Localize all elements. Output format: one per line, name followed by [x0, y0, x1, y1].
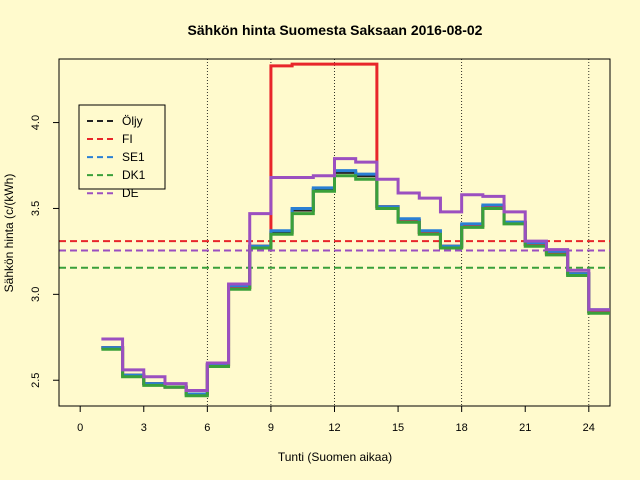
legend-label: FI: [122, 132, 133, 146]
y-tick-label: 4.0: [30, 115, 42, 130]
series-line: [101, 169, 610, 396]
legend-label: DE: [122, 186, 139, 200]
legend-label: Öljy: [122, 114, 143, 128]
y-tick-label: 2.5: [30, 373, 42, 388]
x-tick-label: 12: [328, 422, 340, 434]
x-tick-label: 9: [268, 422, 274, 434]
x-tick-label: 6: [204, 422, 210, 434]
x-tick-label: 21: [519, 422, 531, 434]
x-tick-label: 3: [141, 422, 147, 434]
y-axis-label: Sähkön hinta (c/(kWh): [2, 174, 16, 293]
legend-label: DK1: [122, 168, 146, 182]
series-line: [101, 170, 610, 396]
x-tick-label: 24: [583, 422, 595, 434]
series-line: [101, 174, 610, 398]
legend: Öljy FI SE1 DK1 DE: [78, 104, 166, 200]
x-axis-label: Tunti (Suomen aikaa): [278, 450, 392, 464]
x-tick-label: 18: [456, 422, 468, 434]
legend-label: SE1: [122, 150, 145, 164]
series-line: [101, 157, 610, 393]
y-tick-label: 3.0: [30, 287, 42, 302]
x-tick-label: 0: [77, 422, 83, 434]
x-tick-label: 15: [392, 422, 404, 434]
legend-box: [78, 104, 166, 190]
y-tick-label: 3.5: [30, 201, 42, 216]
series-line: [101, 62, 610, 396]
chart-title: Sähkön hinta Suomesta Saksaan 2016-08-02: [188, 22, 483, 38]
